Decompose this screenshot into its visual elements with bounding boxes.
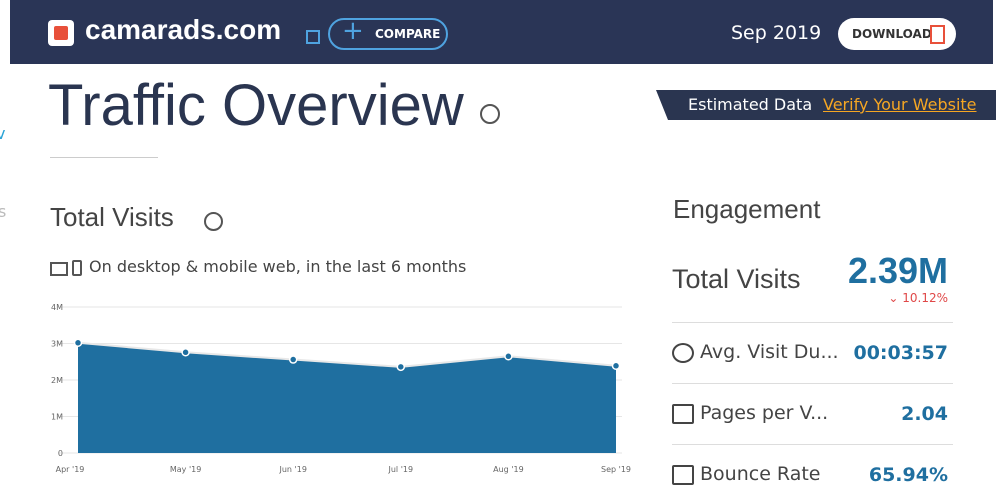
x-tick-label: May '19 xyxy=(170,465,201,474)
page-title: Traffic Overview xyxy=(48,73,464,138)
x-tick-label: Sep '19 xyxy=(601,465,631,474)
x-tick-label: Jul '19 xyxy=(388,465,414,474)
download-label[interactable]: DOWNLOAD xyxy=(852,27,932,41)
data-point xyxy=(611,361,621,371)
info-icon[interactable] xyxy=(204,212,223,231)
data-point xyxy=(396,362,406,372)
metric-value: 65.94% xyxy=(868,464,948,486)
compare-label[interactable]: COMPARE xyxy=(375,27,441,41)
metric-label: Pages per V... xyxy=(700,402,829,424)
total-visits-change: ⌄ 10.12% xyxy=(888,291,948,305)
metric-label: Avg. Visit Du... xyxy=(700,341,839,363)
header-bar: camarads.com + COMPARE Sep 2019 DOWNLOAD xyxy=(10,0,993,64)
x-tick-label: Jun '19 xyxy=(278,465,306,474)
row-icon xyxy=(672,465,694,485)
x-tick-label: Apr '19 xyxy=(56,465,85,474)
y-tick-label: 3M xyxy=(51,340,63,349)
metric-value: 00:03:57 xyxy=(853,342,948,364)
verify-link[interactable]: Verify Your Website xyxy=(823,95,977,114)
row-icon xyxy=(672,343,694,363)
engagement-title: Engagement xyxy=(673,194,821,224)
desktop-icon xyxy=(50,262,68,276)
total-visits-value: 2.39M xyxy=(847,250,948,291)
section-subtitle: On desktop & mobile web, in the last 6 m… xyxy=(89,257,467,276)
section-title: Total Visits xyxy=(50,202,174,232)
site-icon xyxy=(48,20,74,46)
area-line xyxy=(77,341,617,368)
data-point xyxy=(288,355,298,364)
metric-label: Bounce Rate xyxy=(700,463,821,485)
download-button[interactable]: DOWNLOAD xyxy=(838,18,956,50)
data-point xyxy=(181,348,190,357)
site-name: camarads.com xyxy=(85,14,282,45)
edge-text: s xyxy=(0,202,7,221)
pdf-icon xyxy=(930,25,945,44)
divider xyxy=(50,157,158,158)
info-icon[interactable] xyxy=(480,104,500,124)
edge-text: v xyxy=(0,124,6,143)
area xyxy=(78,342,616,453)
y-tick-label: 1M xyxy=(51,413,63,422)
external-link-icon[interactable] xyxy=(306,30,320,44)
y-tick-label: 0 xyxy=(58,449,63,458)
total-visits-label: Total Visits xyxy=(672,264,801,294)
compare-button[interactable]: + COMPARE xyxy=(328,16,448,50)
row-divider xyxy=(672,383,953,384)
change-value: 10.12% xyxy=(902,291,948,305)
row-divider xyxy=(672,322,953,323)
date: Sep 2019 xyxy=(731,22,822,44)
y-tick-label: 2M xyxy=(51,376,63,385)
metric-value: 2.04 xyxy=(901,403,948,425)
y-tick-label: 4M xyxy=(51,303,63,312)
row-divider xyxy=(672,444,953,445)
banner-label: Estimated Data xyxy=(688,95,813,114)
mobile-icon xyxy=(72,260,82,276)
estimated-banner: Estimated Data Verify Your Website xyxy=(656,90,996,120)
row-icon xyxy=(672,404,694,424)
data-point xyxy=(73,338,83,348)
data-point xyxy=(504,352,513,361)
x-tick-label: Aug '19 xyxy=(493,465,524,474)
